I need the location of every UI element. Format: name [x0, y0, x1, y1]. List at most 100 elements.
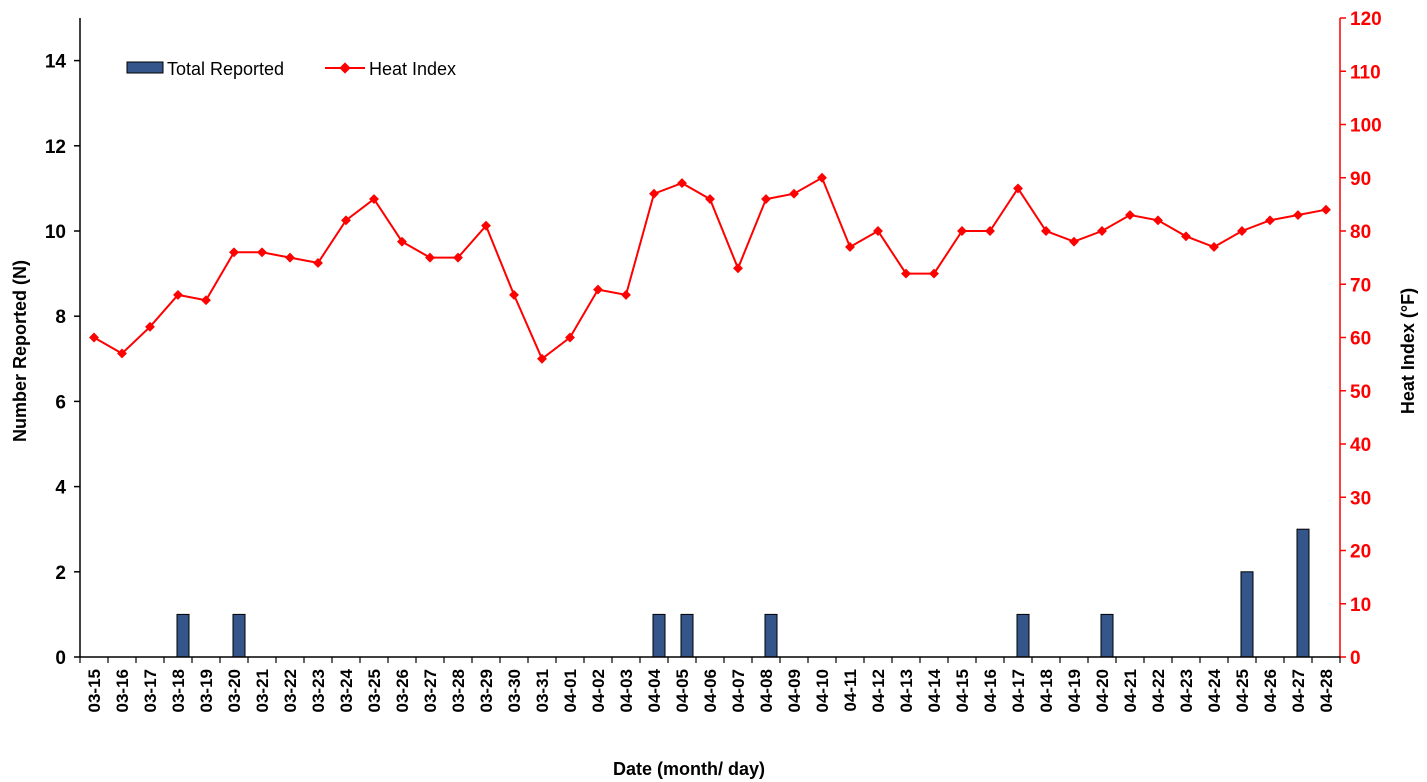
- y2-tick-label: 40: [1350, 435, 1371, 456]
- heat-index-point: [677, 178, 687, 189]
- x-tick-label: 03-26: [393, 669, 412, 712]
- x-tick-label: 03-22: [281, 669, 300, 712]
- heat-index-point: [1097, 226, 1107, 236]
- heat-index-point: [145, 321, 155, 332]
- y-tick-label: 0: [55, 648, 66, 669]
- heat-index-point: [537, 353, 547, 364]
- bar: [1296, 528, 1310, 658]
- y-tick-label: 10: [45, 222, 66, 243]
- y2-tick-label: 120: [1350, 9, 1382, 30]
- x-tick-label: 04-15: [953, 669, 972, 712]
- legend: Total Reported Heat Index: [126, 59, 456, 79]
- x-tick-label: 04-11: [841, 669, 860, 712]
- heat-index-point: [369, 194, 379, 204]
- x-tick-label: 04-24: [1205, 668, 1224, 712]
- heat-index-point: [985, 226, 995, 236]
- heat-index-point: [649, 188, 659, 199]
- x-tick-label: 04-21: [1121, 669, 1140, 712]
- y2-tick-label: 110: [1350, 62, 1381, 83]
- x-tick-label: 03-17: [141, 669, 160, 712]
- y2-tick-label: 20: [1350, 542, 1371, 563]
- bar: [764, 613, 778, 658]
- legend-bar-swatch: [126, 61, 164, 74]
- bar: [1016, 613, 1030, 658]
- heat-index-point: [873, 226, 883, 236]
- y2-tick-label: 90: [1350, 169, 1371, 190]
- bar: [1100, 613, 1114, 658]
- heat-index-point: [929, 268, 939, 279]
- heat-index-point: [1153, 215, 1163, 226]
- heat-index-point: [1209, 242, 1219, 252]
- y-tick-label: 14: [45, 52, 67, 73]
- y2-tick-label: 80: [1350, 222, 1371, 243]
- x-tick-label: 03-24: [337, 668, 356, 712]
- heat-index-line: [93, 176, 1327, 361]
- legend-marker: [339, 62, 351, 74]
- x-tick-label: 04-20: [1093, 669, 1112, 712]
- x-tick-label: 03-15: [85, 669, 104, 712]
- x-tick-label: 04-04: [645, 668, 664, 712]
- bar: [1240, 571, 1254, 658]
- heat-index-point: [89, 332, 99, 343]
- x-tick-label: 03-19: [197, 669, 216, 712]
- heat-index-point: [1237, 226, 1247, 236]
- heat-index-point: [705, 194, 715, 204]
- y-tick-label: 12: [45, 137, 66, 158]
- x-tick-label: 04-17: [1009, 669, 1028, 712]
- heat-index-point: [1041, 226, 1051, 236]
- heat-index-point: [593, 284, 603, 295]
- heat-index-point: [845, 242, 855, 252]
- x-tick-label: 04-12: [869, 669, 888, 712]
- x-tick-label: 04-14: [925, 668, 944, 712]
- legend-label-heat-index: Heat Index: [369, 59, 456, 79]
- axes: [74, 17, 1346, 663]
- x-tick-label: 04-10: [813, 669, 832, 712]
- x-tick-label: 03-29: [477, 669, 496, 712]
- x-tick-label: 04-02: [589, 669, 608, 712]
- bar-series: [176, 528, 1310, 658]
- tick-labels: 0 2 4 6 8 10 12 14 0 10 20 30 40 50 60 70 80 90 100 110 120 0…: [45, 9, 1382, 712]
- y-axis-title: Number Reported (N): [10, 260, 30, 442]
- y-tick-label: 6: [55, 392, 66, 413]
- y2-tick-label: 100: [1350, 116, 1382, 137]
- x-tick-label: 03-23: [309, 669, 328, 712]
- heat-index-point: [817, 172, 827, 183]
- heat-index-point: [341, 215, 351, 226]
- bar: [176, 613, 190, 658]
- x-tick-label: 04-22: [1149, 669, 1168, 712]
- x-tick-label: 04-18: [1037, 669, 1056, 712]
- x-tick-label: 04-28: [1317, 669, 1336, 712]
- heat-index-point: [509, 289, 519, 300]
- heat-index-point: [789, 188, 799, 199]
- x-tick-label: 04-01: [561, 669, 580, 712]
- heat-index-point: [761, 194, 771, 204]
- heat-index-point: [1181, 231, 1191, 242]
- bar: [680, 613, 694, 658]
- heat-index-point: [733, 263, 743, 274]
- heat-index-point: [313, 258, 323, 268]
- x-tick-label: 04-26: [1261, 669, 1280, 712]
- x-tick-label: 03-31: [533, 669, 552, 712]
- heat-index-point: [1265, 215, 1275, 226]
- heat-index-point: [1013, 183, 1023, 194]
- heat-index-point: [957, 226, 967, 236]
- x-tick-label: 04-03: [617, 669, 636, 712]
- y2-axis-title: Heat Index (°F): [1398, 288, 1418, 414]
- y2-tick-label: 70: [1350, 275, 1371, 296]
- x-tick-label: 04-27: [1289, 669, 1308, 712]
- heat-index-point: [621, 289, 631, 300]
- heat-index-point: [901, 268, 911, 279]
- x-tick-label: 03-16: [113, 669, 132, 712]
- x-axis-title: Date (month/ day): [613, 759, 765, 779]
- heat-index-point: [397, 236, 407, 247]
- x-tick-label: 04-13: [897, 669, 916, 712]
- x-tick-label: 04-23: [1177, 669, 1196, 712]
- y-tick-label: 8: [55, 307, 66, 328]
- bar: [652, 613, 666, 658]
- x-tick-label: 03-20: [225, 669, 244, 712]
- y-tick-label: 4: [55, 478, 66, 499]
- bar: [232, 613, 246, 658]
- y2-tick-label: 30: [1350, 488, 1371, 509]
- x-tick-label: 03-18: [169, 669, 188, 712]
- x-tick-label: 03-21: [253, 669, 272, 712]
